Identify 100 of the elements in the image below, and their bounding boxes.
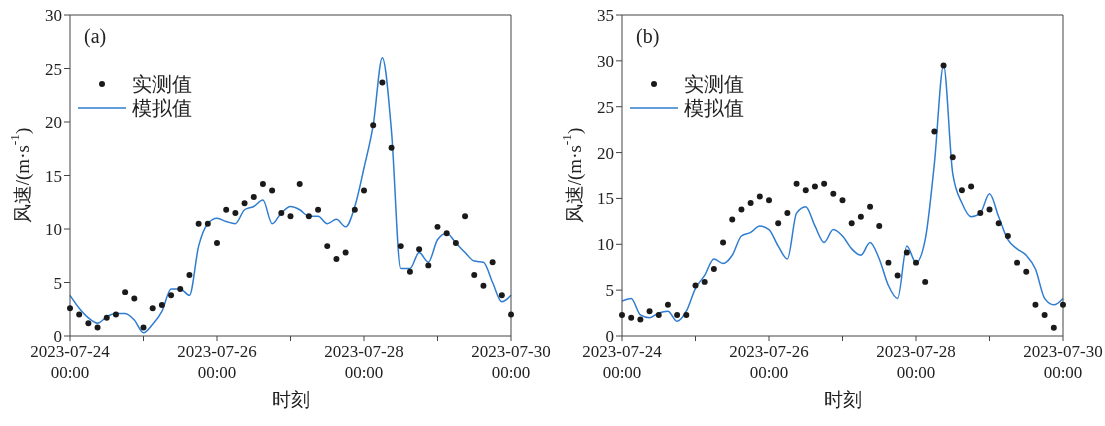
point <box>931 128 938 135</box>
legend-label: 实测值 <box>132 72 192 96</box>
y-tick-label: 30 <box>597 51 614 71</box>
point <box>1004 233 1011 240</box>
point <box>674 311 681 318</box>
point <box>351 206 358 213</box>
point <box>637 316 644 323</box>
text: (a) <box>84 25 107 48</box>
x-tick-label: 2023-07-26 00:00 <box>729 342 809 382</box>
point <box>821 180 828 187</box>
point <box>1041 311 1048 318</box>
x-axis-title: 时刻 <box>823 389 862 410</box>
x-tick-label: 2023-07-30 00:00 <box>471 342 551 382</box>
point <box>848 220 855 227</box>
point <box>112 311 119 318</box>
point <box>876 222 883 229</box>
point <box>995 220 1002 227</box>
point <box>259 181 266 188</box>
point <box>646 308 653 315</box>
point <box>305 213 312 220</box>
point <box>664 301 671 308</box>
point <box>232 209 239 216</box>
point <box>968 183 975 190</box>
point <box>729 216 736 223</box>
point <box>296 181 303 188</box>
point <box>811 183 818 190</box>
point <box>756 193 763 200</box>
point <box>793 180 800 187</box>
point <box>903 249 910 256</box>
point <box>177 285 184 292</box>
point <box>885 259 892 266</box>
point <box>361 187 367 194</box>
point <box>425 262 432 269</box>
legend-label: 实测值 <box>684 72 744 96</box>
point <box>775 220 782 227</box>
point <box>223 206 230 213</box>
y-tick-label: 20 <box>597 143 614 163</box>
y-tick-label: 20 <box>45 113 62 133</box>
point <box>250 193 257 200</box>
point <box>940 62 947 69</box>
point <box>958 187 965 194</box>
point <box>85 320 92 327</box>
point <box>241 200 248 207</box>
point <box>619 311 625 318</box>
point <box>434 223 441 230</box>
point <box>379 79 386 86</box>
point <box>894 272 901 279</box>
point <box>738 206 745 213</box>
point <box>701 278 708 285</box>
point <box>131 295 138 302</box>
point <box>830 190 837 197</box>
point <box>857 213 864 220</box>
point <box>867 203 874 210</box>
y-tick-label: 10 <box>597 235 614 255</box>
point <box>333 255 340 262</box>
point <box>1060 301 1066 308</box>
point <box>720 239 727 246</box>
point <box>628 314 635 321</box>
point <box>1014 259 1021 266</box>
y-tick-label: 15 <box>45 166 62 186</box>
point <box>710 266 717 273</box>
point <box>370 122 377 129</box>
point <box>498 292 505 299</box>
point <box>452 239 459 246</box>
point <box>214 239 220 246</box>
point <box>986 206 993 213</box>
point <box>489 259 496 266</box>
point <box>140 324 147 331</box>
point <box>508 311 514 318</box>
point <box>471 272 478 278</box>
point <box>839 197 846 204</box>
point <box>186 272 193 278</box>
point <box>204 220 211 227</box>
y-tick-label: 35 <box>597 6 614 26</box>
point <box>397 243 404 250</box>
point <box>949 154 956 161</box>
text: (b) <box>636 25 660 48</box>
point <box>802 187 809 194</box>
point <box>324 243 331 250</box>
point <box>462 213 469 220</box>
y-tick-label: 25 <box>45 59 62 79</box>
point <box>158 301 165 308</box>
point <box>278 209 285 216</box>
point <box>922 278 929 285</box>
point <box>443 230 450 237</box>
y-tick-label: 10 <box>45 220 62 240</box>
point <box>1023 268 1030 275</box>
point <box>766 197 772 204</box>
x-axis-title: 时刻 <box>271 389 310 410</box>
point <box>747 200 754 206</box>
y-tick-label: 25 <box>597 97 614 117</box>
point <box>168 292 175 299</box>
point <box>692 282 699 289</box>
point <box>388 144 395 151</box>
point <box>103 314 110 321</box>
point <box>195 220 202 227</box>
legend-label: 模拟值 <box>132 96 192 120</box>
x-tick-label: 2023-07-26 00:00 <box>177 342 257 382</box>
point <box>416 246 423 253</box>
x-tick-label: 2023-07-28 00:00 <box>876 342 956 382</box>
